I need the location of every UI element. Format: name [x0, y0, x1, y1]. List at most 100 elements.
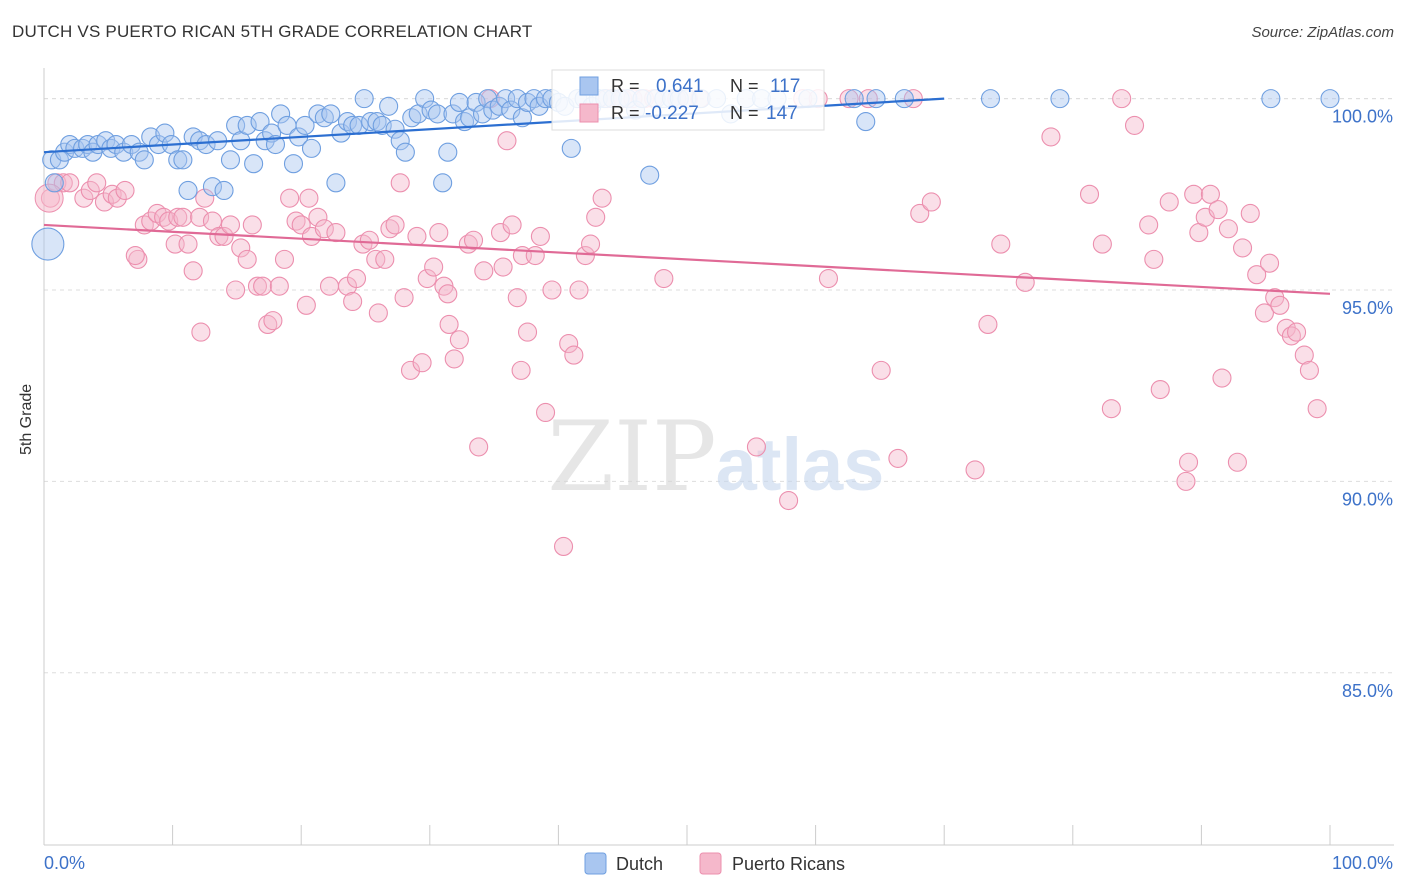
data-point — [247, 276, 268, 296]
data-point — [94, 192, 114, 212]
data-point — [1101, 399, 1121, 419]
data-point — [561, 138, 581, 158]
gridlines — [44, 98, 1394, 674]
data-point — [226, 280, 246, 300]
data-point — [214, 226, 234, 246]
data-point — [346, 268, 367, 289]
data-point — [569, 280, 589, 300]
data-point — [496, 89, 516, 109]
data-point — [965, 460, 985, 480]
dutch-swatch — [579, 76, 599, 96]
data-point — [427, 104, 448, 124]
data-point — [343, 291, 363, 312]
y-tick-label: 90.0% — [1342, 489, 1393, 509]
data-point — [474, 261, 494, 281]
data-point — [1124, 115, 1145, 135]
legend-pr-label: Puerto Ricans — [732, 854, 845, 874]
trend-line-puerto-ricans — [43, 223, 1331, 295]
dutch-r-value: 0.641 — [656, 76, 704, 97]
data-point — [888, 448, 908, 468]
data-point — [542, 280, 562, 300]
data-point — [511, 360, 531, 380]
data-point — [1112, 89, 1132, 109]
series-puerto-ricans — [34, 89, 1327, 556]
data-point — [269, 276, 289, 296]
data-point — [424, 257, 444, 277]
data-point — [183, 261, 203, 281]
data-point — [466, 92, 486, 112]
data-point — [155, 123, 175, 143]
data-point — [856, 112, 876, 132]
data-point — [449, 92, 469, 112]
data-point — [493, 257, 513, 277]
data-point — [265, 135, 286, 155]
data-point — [1227, 452, 1247, 472]
data-point — [385, 119, 405, 139]
data-point — [283, 154, 304, 174]
data-point — [1144, 249, 1164, 269]
source-attribution: Source: ZipAtlas.com — [1251, 24, 1394, 41]
data-point — [74, 188, 94, 208]
data-point — [380, 219, 400, 239]
data-point — [472, 104, 493, 124]
data-point — [1041, 127, 1061, 147]
data-point — [178, 180, 198, 201]
data-point — [1320, 89, 1340, 109]
watermark: ZIP atlas — [547, 401, 884, 513]
data-point — [553, 536, 574, 556]
data-point — [400, 360, 421, 380]
data-point — [134, 150, 154, 170]
data-point — [102, 184, 122, 204]
data-point — [390, 173, 410, 193]
pr-n-label: N = — [730, 103, 759, 123]
data-point — [921, 192, 941, 212]
data-point — [379, 96, 399, 116]
data-point — [395, 142, 415, 162]
data-point — [220, 215, 241, 235]
pr-r-value: -0.227 — [645, 103, 699, 124]
data-point — [308, 207, 328, 227]
data-point — [530, 226, 550, 246]
stats-legend: R = 0.641 N = 117 R = -0.227 N = 147 — [551, 69, 825, 131]
data-point — [592, 188, 612, 208]
data-point — [286, 211, 306, 231]
y-tick-label: 85.0% — [1342, 681, 1393, 701]
legend-dutch-label: Dutch — [616, 854, 663, 874]
data-point — [1299, 360, 1319, 380]
bottom-legend: Dutch Puerto Ricans — [584, 852, 845, 875]
data-point — [244, 154, 264, 174]
data-point — [255, 131, 275, 151]
data-point — [226, 115, 246, 135]
data-point — [115, 180, 135, 201]
data-point — [394, 288, 414, 308]
data-point — [274, 249, 295, 269]
data-point — [866, 89, 886, 109]
pr-n-value: 147 — [766, 103, 798, 124]
data-point — [321, 104, 341, 124]
data-point — [173, 207, 193, 227]
dutch-n-label: N = — [730, 76, 759, 96]
data-point — [1294, 345, 1314, 365]
data-point — [417, 268, 437, 289]
data-point — [301, 138, 322, 158]
data-point — [502, 215, 522, 235]
data-point — [507, 89, 527, 109]
data-point — [280, 188, 300, 208]
data-point — [209, 226, 229, 246]
data-point — [1139, 215, 1159, 235]
data-point — [871, 360, 891, 380]
data-point — [412, 353, 432, 373]
data-point — [1247, 265, 1267, 285]
data-point — [237, 249, 257, 269]
data-point — [525, 246, 545, 266]
data-point — [385, 215, 405, 235]
watermark-zip: ZIP — [547, 401, 716, 513]
data-point — [415, 89, 435, 109]
x-tick-label: 100.0% — [1332, 853, 1393, 873]
data-point — [1307, 399, 1327, 419]
data-point — [231, 238, 251, 258]
data-point — [319, 276, 340, 296]
data-point — [433, 173, 453, 193]
data-point — [190, 207, 210, 227]
data-point — [359, 230, 379, 250]
